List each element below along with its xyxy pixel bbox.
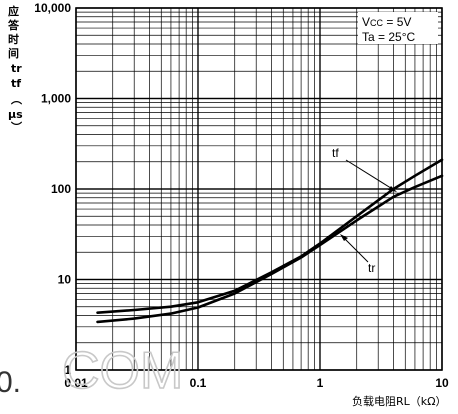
series-annotations: tf tr <box>332 146 397 275</box>
pointer-tr <box>341 235 369 263</box>
y-tick-label: 1 <box>64 363 71 377</box>
y-axis-title-1: 应 <box>8 4 19 18</box>
x-tick-label: 10 <box>435 376 449 390</box>
watermark-text: COM <box>62 342 183 400</box>
y-tick-label: 100 <box>51 182 71 196</box>
arrowhead-tf <box>388 186 397 192</box>
plot-frame <box>75 7 443 371</box>
y-axis-title-7: ︵ <box>10 93 23 106</box>
y-tick-labels: 1 10 100 1,000 10,000 <box>34 1 71 377</box>
x-tick-label: 0.01 <box>64 376 88 390</box>
x-axis-title: 负载电阻RL（kΩ） <box>352 394 447 408</box>
series-line-tr <box>96 174 444 324</box>
x-tick-labels: 0.01 0.1 1 10 <box>64 376 449 390</box>
x-tick-label: 1 <box>317 376 324 390</box>
y-tick-label: 10 <box>58 273 72 287</box>
conditions-box: VCC = 5V Ta = 25°C <box>358 12 438 44</box>
pointer-tf <box>345 159 395 191</box>
y-axis-title-2: 答 <box>8 18 20 32</box>
y-axis-title-9: ︶ <box>10 120 23 134</box>
label-tf: tf <box>332 146 339 160</box>
conditions-bg <box>358 12 438 44</box>
grid <box>75 7 443 371</box>
y-axis-title-8: μs <box>8 108 23 121</box>
condition-ta: Ta = 25°C <box>362 30 415 44</box>
condition-vcc: VCC = 5V <box>362 15 411 29</box>
y-axis-title-5: tr <box>11 62 22 75</box>
arrowhead-tr <box>340 234 348 241</box>
series-lines <box>96 158 444 324</box>
y-axis-title-4: 间 <box>8 47 19 60</box>
label-tr: tr <box>368 261 375 275</box>
watermark-prefix: 0. <box>0 366 21 399</box>
y-axis-title-3: 时 <box>8 32 19 46</box>
y-tick-label: 10,000 <box>34 1 71 15</box>
watermark: 0. COM <box>0 341 184 401</box>
y-axis-title: 应 答 时 间 tr tf ︵ μs ︶ <box>8 4 23 134</box>
y-tick-label: 1,000 <box>41 92 71 106</box>
y-axis-title-6: tf <box>11 77 21 90</box>
x-tick-label: 0.1 <box>190 376 207 390</box>
